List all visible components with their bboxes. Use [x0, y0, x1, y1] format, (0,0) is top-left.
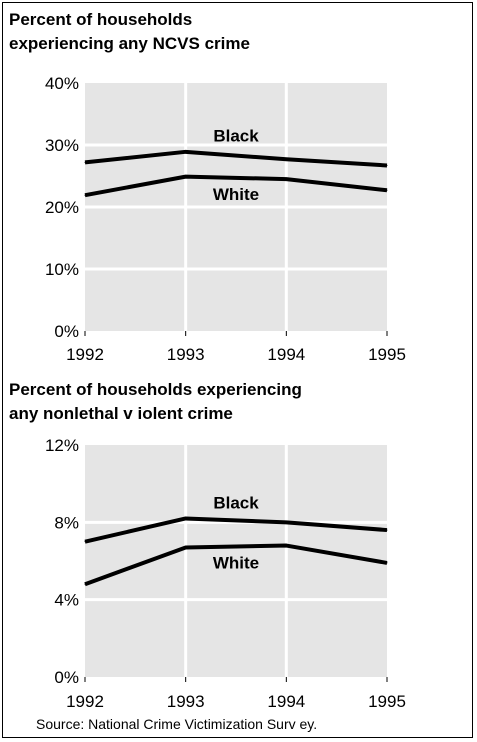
- chart2-series-white-point-2: [185, 546, 187, 548]
- chart2-series-black-point-1: [84, 541, 86, 543]
- chart1-series-white-point-1: [84, 194, 86, 196]
- chart2-series-white-line: [84, 543, 388, 587]
- chart1-series-white-line: [84, 174, 388, 198]
- chart1-series-white-point-3: [285, 178, 287, 180]
- chart1-ytick-label-2: 10%: [45, 260, 79, 279]
- chart1-series-white-point-4: [386, 189, 388, 191]
- chart1-series-black-point-2: [185, 151, 187, 153]
- chart2-series-white-label: White: [213, 554, 259, 573]
- chart1-xtick-label-3: 1994: [267, 345, 305, 364]
- chart2-ytick-label-4: 12%: [45, 436, 79, 455]
- chart1-ytick-label-5: 40%: [45, 74, 79, 93]
- chart1-series-black-point-1: [84, 161, 86, 163]
- chart2-series-white-point-3: [285, 545, 287, 547]
- chart2-series-white-point-4: [386, 562, 388, 564]
- figure-frame: Source: National Crime Victimization Sur…: [2, 2, 473, 738]
- chart1-series-black-label: Black: [213, 127, 259, 146]
- chart1-series-white-label: White: [213, 185, 259, 204]
- chart2-xtick-label-1: 1992: [66, 692, 104, 711]
- chart2-series-white-point-1: [84, 583, 86, 585]
- chart1-ytick-label-4: 30%: [45, 136, 79, 155]
- chart2-ytick-label-1: 0%: [54, 668, 79, 687]
- chart2-series-black-line: [84, 516, 388, 544]
- chart1-ytick-label-1: 0%: [54, 322, 79, 341]
- chart2-plot-area: [85, 445, 387, 677]
- chart2-ytick-label-2: 4%: [54, 591, 79, 610]
- chart1-title-line-1: Percent of households: [9, 10, 192, 29]
- chart1-title-line-2: experiencing any NCVS crime: [9, 34, 250, 53]
- chart1-xtick-label-1: 1992: [66, 345, 104, 364]
- chart1-xtick-label-4: 1995: [368, 345, 406, 364]
- chart2-series-black-label: Black: [213, 493, 259, 512]
- chart2-series-black-point-3: [285, 521, 287, 523]
- chart2-xtick-label-2: 1993: [167, 692, 205, 711]
- chart1-series-white-point-2: [185, 176, 187, 178]
- chart1-ytick-label-3: 20%: [45, 198, 79, 217]
- source-note: Source: National Crime Victimization Sur…: [36, 716, 317, 732]
- figure-svg: Source: National Crime Victimization Sur…: [9, 10, 406, 732]
- chart1-series-black-line: [84, 149, 388, 168]
- chart2-series-black-point-2: [185, 517, 187, 519]
- chart2-title-line-2: any nonlethal v iolent crime: [9, 404, 233, 423]
- chart2-series-black-point-4: [386, 529, 388, 531]
- chart2-title-line-1: Percent of households experiencing: [9, 380, 302, 399]
- chart1-xtick-label-2: 1993: [167, 345, 205, 364]
- chart1-series-black-point-3: [285, 158, 287, 160]
- chart2-xtick-label-4: 1995: [368, 692, 406, 711]
- chart2-ytick-label-3: 8%: [54, 513, 79, 532]
- chart2-xtick-label-3: 1994: [267, 692, 305, 711]
- chart1-series-black-point-4: [386, 164, 388, 166]
